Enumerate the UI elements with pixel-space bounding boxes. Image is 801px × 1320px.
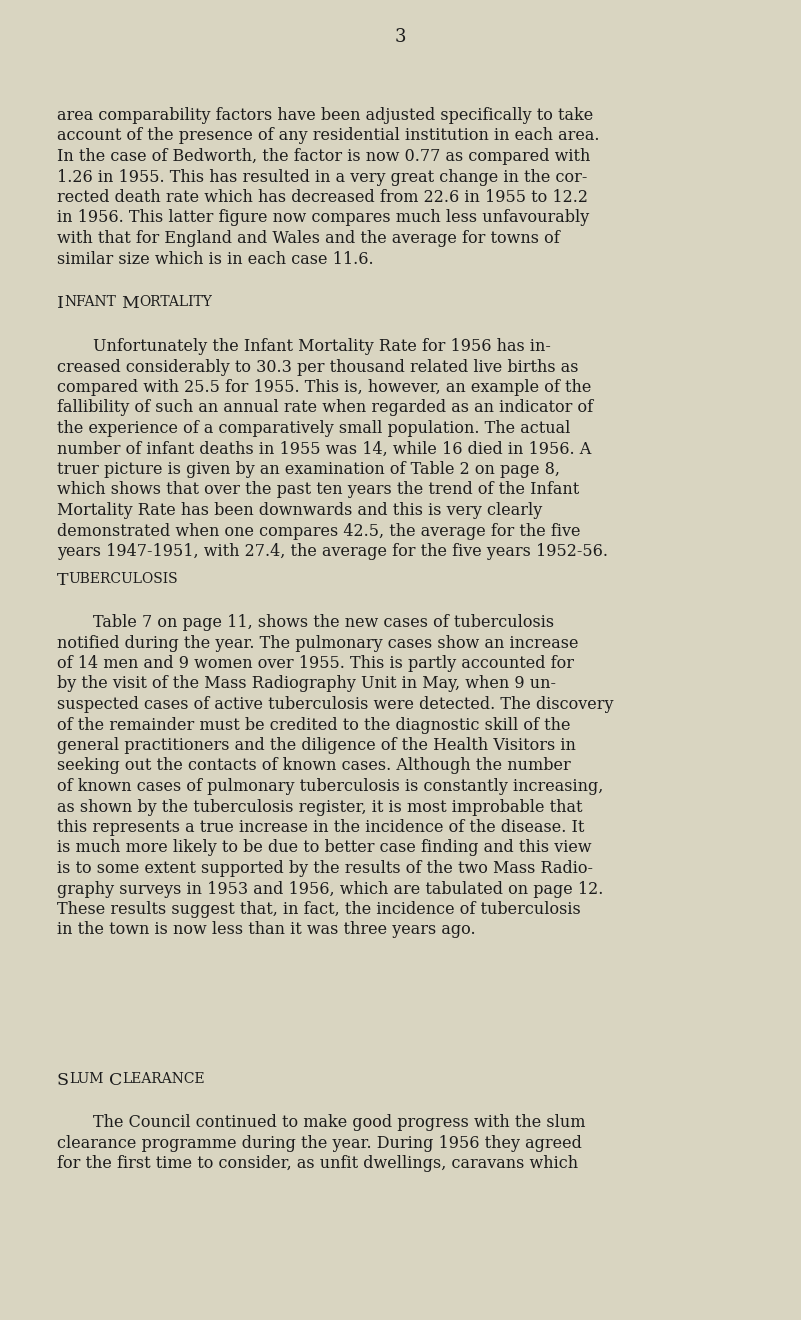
Text: These results suggest that, in fact, the incidence of tuberculosis: These results suggest that, in fact, the… bbox=[57, 902, 581, 917]
Text: ORTALITY: ORTALITY bbox=[139, 294, 212, 309]
Text: as shown by the tuberculosis register, it is most improbable that: as shown by the tuberculosis register, i… bbox=[57, 799, 582, 816]
Text: T: T bbox=[57, 572, 69, 589]
Text: is much more likely to be due to better case finding and this view: is much more likely to be due to better … bbox=[57, 840, 592, 857]
Text: similar size which is in each case 11.6.: similar size which is in each case 11.6. bbox=[57, 251, 373, 268]
Text: seeking out the contacts of known cases. Although the number: seeking out the contacts of known cases.… bbox=[57, 758, 571, 775]
Text: of the remainder must be credited to the diagnostic skill of the: of the remainder must be credited to the… bbox=[57, 717, 570, 734]
Text: creased considerably to 30.3 per thousand related live births as: creased considerably to 30.3 per thousan… bbox=[57, 359, 578, 375]
Text: which shows that over the past ten years the trend of the Infant: which shows that over the past ten years… bbox=[57, 482, 579, 499]
Text: for the first time to consider, as unfit dwellings, caravans which: for the first time to consider, as unfit… bbox=[57, 1155, 578, 1172]
Text: is to some extent supported by the results of the two Mass Radio-: is to some extent supported by the resul… bbox=[57, 861, 593, 876]
Text: of known cases of pulmonary tuberculosis is constantly increasing,: of known cases of pulmonary tuberculosis… bbox=[57, 777, 603, 795]
Text: UBERCULOSIS: UBERCULOSIS bbox=[69, 572, 178, 586]
Text: number of infant deaths in 1955 was 14, while 16 died in 1956. A: number of infant deaths in 1955 was 14, … bbox=[57, 441, 591, 458]
Text: this represents a true increase in the incidence of the disease. It: this represents a true increase in the i… bbox=[57, 818, 585, 836]
Text: years 1947-1951, with 27.4, the average for the five years 1952-56.: years 1947-1951, with 27.4, the average … bbox=[57, 543, 608, 560]
Text: clearance programme during the year. During 1956 they agreed: clearance programme during the year. Dur… bbox=[57, 1134, 582, 1151]
Text: Table 7 on page 11, shows the new cases of tuberculosis: Table 7 on page 11, shows the new cases … bbox=[93, 614, 554, 631]
Text: I: I bbox=[57, 294, 64, 312]
Text: the experience of a comparatively small population. The actual: the experience of a comparatively small … bbox=[57, 420, 570, 437]
Text: C: C bbox=[109, 1072, 123, 1089]
Text: S: S bbox=[57, 1072, 69, 1089]
Text: Unfortunately the Infant Mortality Rate for 1956 has in-: Unfortunately the Infant Mortality Rate … bbox=[93, 338, 551, 355]
Text: account of the presence of any residential institution in each area.: account of the presence of any residenti… bbox=[57, 128, 599, 144]
Text: Mortality Rate has been downwards and this is very clearly: Mortality Rate has been downwards and th… bbox=[57, 502, 542, 519]
Text: in the town is now less than it was three years ago.: in the town is now less than it was thre… bbox=[57, 921, 476, 939]
Text: fallibility of such an annual rate when regarded as an indicator of: fallibility of such an annual rate when … bbox=[57, 400, 593, 417]
Text: 1.26 in 1955. This has resulted in a very great change in the cor-: 1.26 in 1955. This has resulted in a ver… bbox=[57, 169, 587, 186]
Text: LEARANCE: LEARANCE bbox=[123, 1072, 205, 1086]
Text: of 14 men and 9 women over 1955. This is partly accounted for: of 14 men and 9 women over 1955. This is… bbox=[57, 655, 574, 672]
Text: compared with 25.5 for 1955. This is, however, an example of the: compared with 25.5 for 1955. This is, ho… bbox=[57, 379, 591, 396]
Text: rected death rate which has decreased from 22.6 in 1955 to 12.2: rected death rate which has decreased fr… bbox=[57, 189, 588, 206]
Text: graphy surveys in 1953 and 1956, which are tabulated on page 12.: graphy surveys in 1953 and 1956, which a… bbox=[57, 880, 603, 898]
Text: suspected cases of active tuberculosis were detected. The discovery: suspected cases of active tuberculosis w… bbox=[57, 696, 614, 713]
Text: truer picture is given by an examination of Table 2 on page 8,: truer picture is given by an examination… bbox=[57, 461, 560, 478]
Text: with that for England and Wales and the average for towns of: with that for England and Wales and the … bbox=[57, 230, 560, 247]
Text: LUM: LUM bbox=[69, 1072, 103, 1086]
Text: In the case of Bedworth, the factor is now 0.77 as compared with: In the case of Bedworth, the factor is n… bbox=[57, 148, 590, 165]
Text: demonstrated when one compares 42.5, the average for the five: demonstrated when one compares 42.5, the… bbox=[57, 523, 581, 540]
Text: notified during the year. The pulmonary cases show an increase: notified during the year. The pulmonary … bbox=[57, 635, 578, 652]
Text: in 1956. This latter figure now compares much less unfavourably: in 1956. This latter figure now compares… bbox=[57, 210, 590, 227]
Text: M: M bbox=[122, 294, 139, 312]
Text: by the visit of the Mass Radiography Unit in May, when 9 un-: by the visit of the Mass Radiography Uni… bbox=[57, 676, 556, 693]
Text: area comparability factors have been adjusted specifically to take: area comparability factors have been adj… bbox=[57, 107, 594, 124]
Text: 3: 3 bbox=[394, 28, 406, 46]
Text: NFANT: NFANT bbox=[64, 294, 116, 309]
Text: general practitioners and the diligence of the Health Visitors in: general practitioners and the diligence … bbox=[57, 737, 576, 754]
Text: The Council continued to make good progress with the slum: The Council continued to make good progr… bbox=[93, 1114, 586, 1131]
